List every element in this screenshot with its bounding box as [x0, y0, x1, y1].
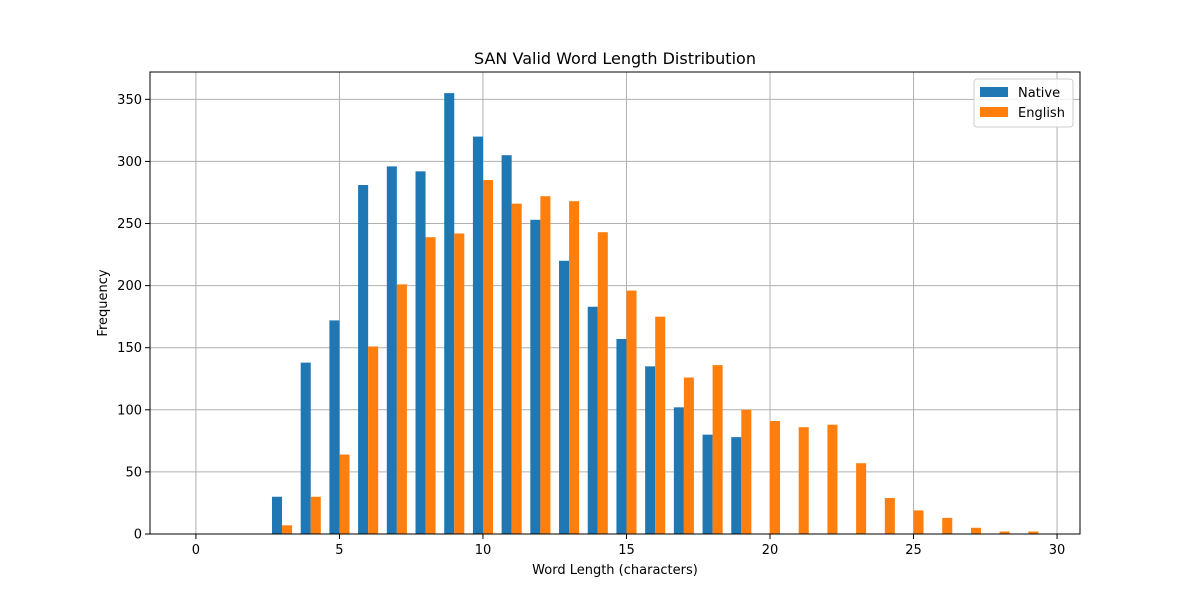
bar-english-22 [827, 424, 838, 534]
bar-english-28 [999, 531, 1010, 534]
y-tick-label: 50 [125, 465, 142, 480]
grid-lines [150, 72, 1080, 535]
legend-swatch-english [980, 107, 1008, 117]
bar-english-12 [540, 196, 551, 534]
x-tick-label: 10 [475, 543, 492, 558]
bar-english-11 [511, 203, 522, 535]
bar-english-4 [310, 496, 321, 534]
bar-native-18 [702, 434, 713, 534]
plot-frame [149, 71, 1081, 535]
legend-label-english: English [1018, 106, 1065, 121]
bar-native-9 [444, 93, 455, 534]
y-tick-label: 350 [117, 93, 142, 108]
bar-english-8 [425, 237, 436, 534]
bar-english-19 [741, 409, 752, 534]
bar-english-10 [482, 180, 494, 534]
x-tick-label: 20 [762, 543, 779, 558]
bar-english-6 [368, 346, 379, 534]
x-tick-label: 5 [335, 543, 343, 558]
bar-native-10 [472, 136, 483, 535]
bar-english-23 [856, 463, 867, 534]
legend-label-native: Native [1018, 86, 1060, 101]
bar-english-17 [683, 377, 694, 534]
y-tick-label: 150 [117, 341, 142, 356]
bar-english-29 [1028, 531, 1039, 534]
x-axis-ticks: 0 5 10 15 20 25 30 [192, 534, 1066, 558]
bar-english-25 [913, 510, 924, 534]
bar-english-9 [454, 233, 465, 535]
legend: Native English [973, 78, 1074, 128]
bar-english-18 [712, 365, 723, 534]
bar-native-11 [501, 155, 512, 535]
legend-swatch-native [980, 87, 1008, 97]
bar-native-19 [731, 437, 742, 534]
bar-english-21 [798, 427, 809, 534]
x-tick-label: 0 [192, 543, 200, 558]
x-tick-label: 30 [1049, 543, 1066, 558]
bar-native-6 [358, 185, 369, 535]
bar-english-24 [884, 497, 895, 534]
y-tick-label: 300 [117, 155, 142, 170]
bar-english-16 [655, 316, 666, 534]
chart-title: SAN Valid Word Length Distribution [474, 49, 756, 68]
y-axis-ticks: 0 50 100 150 200 250 300 350 [117, 93, 150, 543]
bar-native-12 [530, 219, 541, 534]
y-tick-label: 0 [134, 528, 142, 543]
x-tick-label: 15 [618, 543, 635, 558]
bar-english-14 [597, 232, 608, 535]
bar-english-20 [770, 420, 781, 534]
bar-native-7 [386, 166, 397, 535]
bar-native-3 [271, 496, 283, 534]
x-axis-label: Word Length (characters) [532, 563, 698, 578]
x-tick-label: 25 [905, 543, 922, 558]
bar-english-3 [282, 525, 293, 534]
y-axis-label: Frequency [96, 269, 111, 336]
bar-native-17 [673, 407, 684, 534]
bar-english-26 [942, 517, 953, 534]
bar-native-4 [300, 362, 311, 534]
bar-english-27 [970, 527, 981, 534]
bar-native-15 [616, 339, 627, 534]
y-tick-label: 200 [117, 279, 142, 294]
y-tick-label: 250 [117, 217, 142, 232]
bar-native-16 [645, 366, 656, 534]
bar-native-14 [587, 306, 598, 534]
bar-english-13 [569, 201, 580, 534]
y-tick-label: 100 [117, 403, 142, 418]
bar-english-15 [626, 290, 637, 534]
bar-native-13 [559, 260, 570, 534]
bar-native-8 [415, 171, 426, 534]
bar-english-7 [396, 284, 407, 534]
bars [271, 93, 1039, 535]
bar-english-5 [339, 454, 350, 534]
bar-native-5 [329, 320, 340, 534]
